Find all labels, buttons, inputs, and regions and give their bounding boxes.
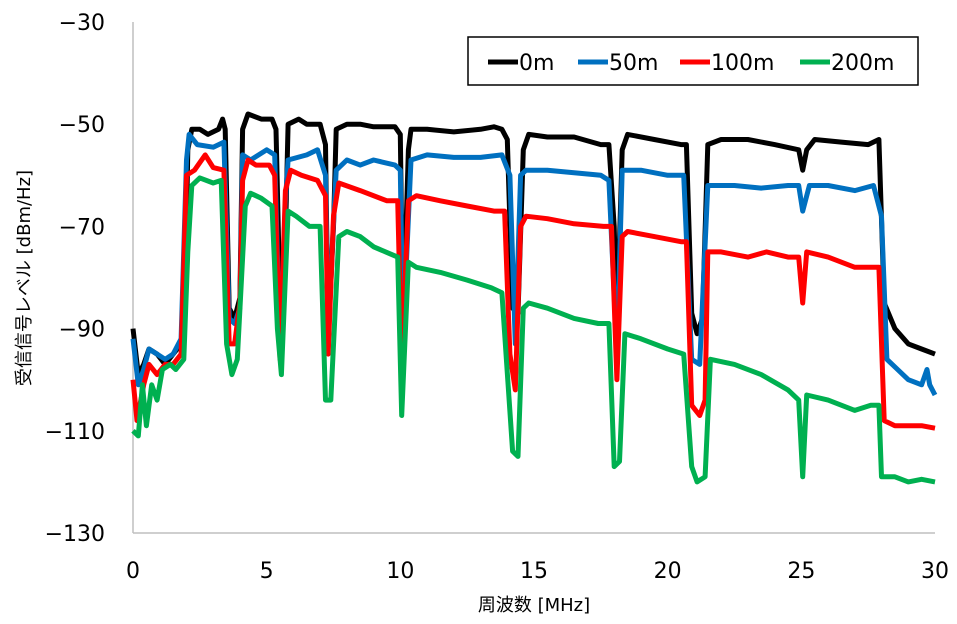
x-tick-label: 5: [260, 559, 274, 584]
y-tick-label: −30: [59, 11, 105, 36]
legend-label: 0m: [519, 51, 554, 76]
x-tick-label: 15: [520, 559, 548, 584]
series-line-50m: [130, 131, 938, 397]
series-line-200m: [131, 175, 936, 485]
y-tick-label: −130: [45, 522, 105, 547]
y-tick-label: −70: [59, 215, 105, 240]
legend-label: 50m: [609, 51, 658, 76]
x-axis-label: 周波数 [MHz]: [478, 595, 590, 616]
x-tick-label: 10: [386, 559, 414, 584]
legend-label: 200m: [831, 51, 894, 76]
y-tick-label: −110: [45, 420, 105, 445]
x-tick-label: 25: [787, 559, 815, 584]
y-axis-label: 受信信号レベル [dBm/Hz]: [14, 170, 35, 386]
x-tick-label: 30: [921, 559, 949, 584]
series-line-100m: [130, 152, 936, 431]
y-tick-label: −50: [59, 113, 105, 138]
y-tick-label: −90: [59, 318, 105, 343]
series-line-0m: [130, 111, 936, 378]
legend-label: 100m: [711, 51, 774, 76]
legend: 0m 50m 100m 200m: [467, 36, 919, 86]
x-tick-label: 20: [654, 559, 682, 584]
x-tick-label: 0: [126, 559, 140, 584]
